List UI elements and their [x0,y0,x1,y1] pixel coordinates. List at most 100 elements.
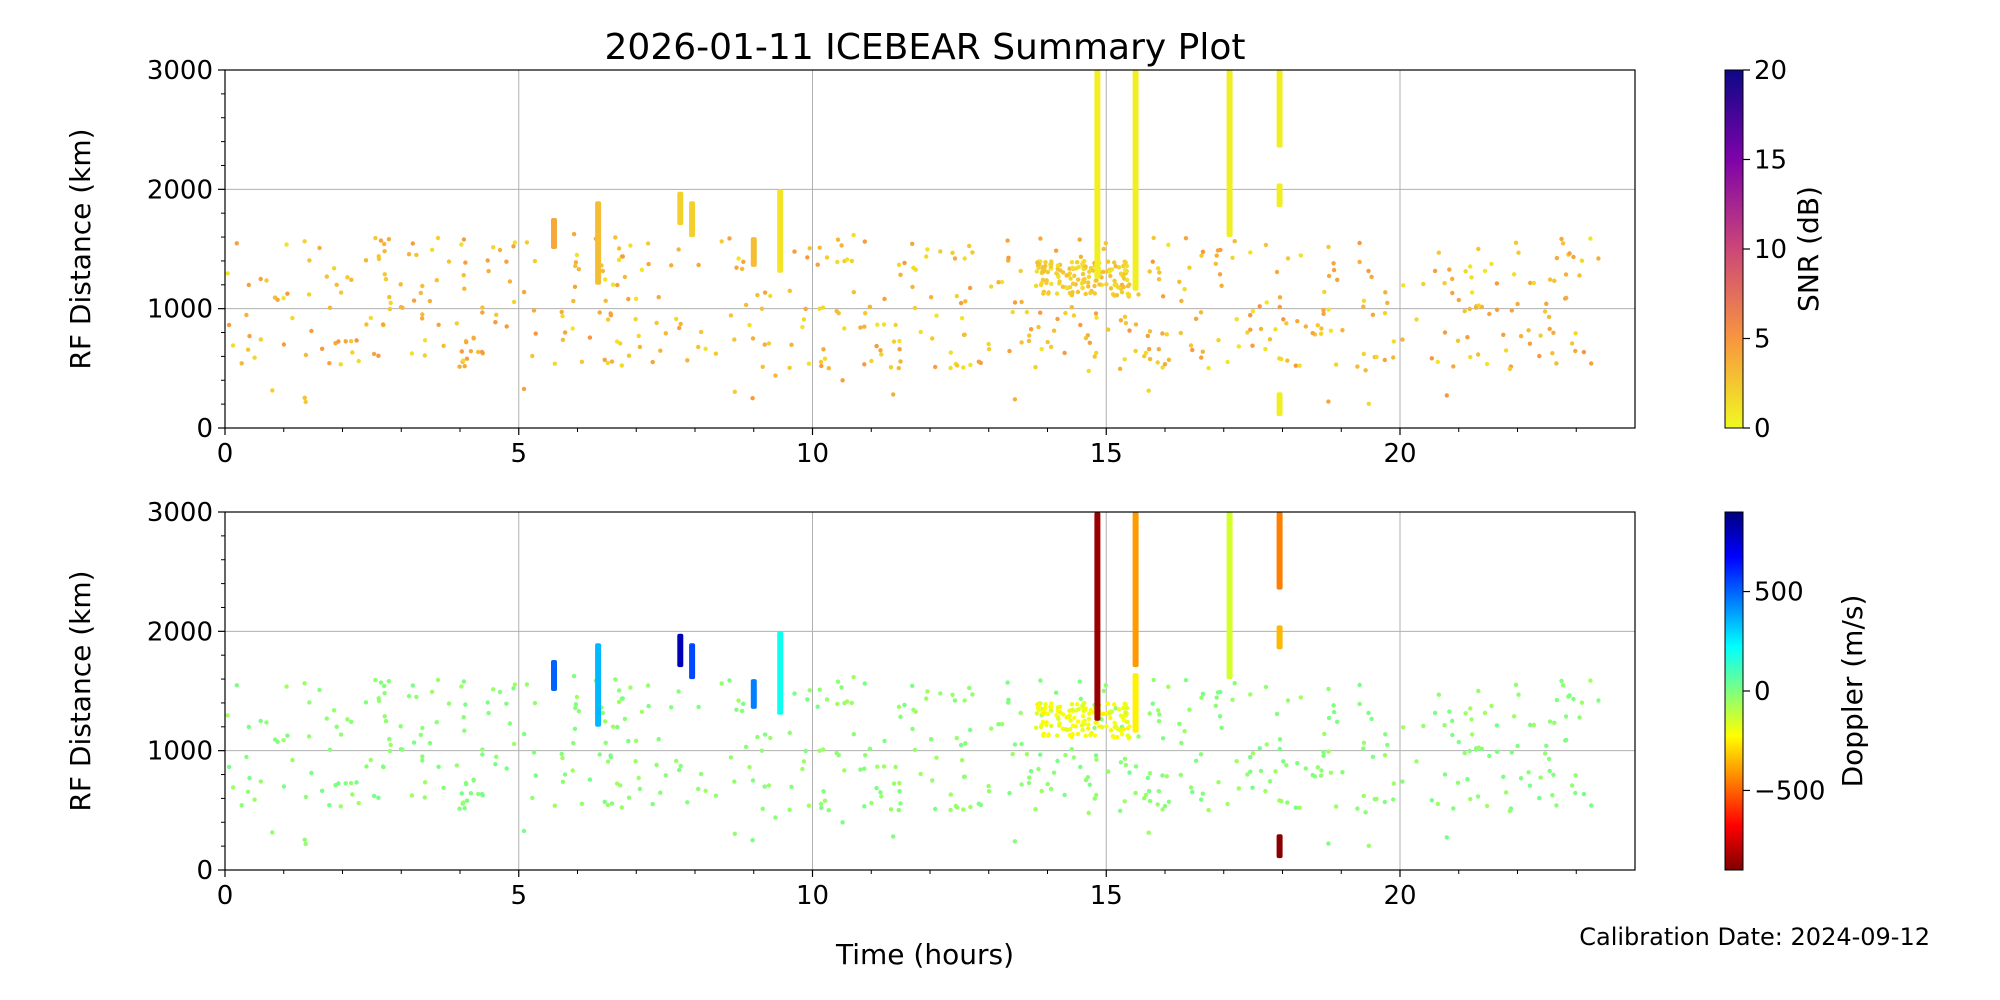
scatter-point [258,718,263,724]
scatter-point [1026,780,1032,786]
scatter-point [999,721,1005,727]
scatter-point [334,724,339,729]
scatter-point [822,356,828,361]
scatter-point [1469,732,1475,737]
scatter-point [1298,695,1304,700]
scatter-point [1012,397,1018,402]
scatter-point [410,683,415,688]
scatter-point [464,798,470,803]
scatter-point [1326,686,1331,692]
scatter-point [1277,356,1282,361]
scatter-point [792,691,797,696]
scatter-point [1322,731,1327,737]
scatter-point [1489,261,1494,267]
scatter-point [1456,297,1462,303]
scatter-point [1097,282,1102,287]
scatter-point [1200,349,1206,354]
scatter-point [1033,725,1039,730]
scatter-point [1067,271,1073,276]
scatter-point [422,338,428,343]
scatter-point [317,687,322,693]
x-tick-label: 0 [217,881,234,911]
scatter-point [835,237,841,242]
scatter-point [1118,318,1124,323]
scatter-point [573,260,579,265]
scatter-point [1155,266,1161,271]
scatter-point [610,724,616,729]
scatter-point [898,359,903,364]
scatter-point [1064,273,1069,278]
scatter-point [741,701,746,706]
scatter-point [633,296,639,301]
scatter-point [815,704,820,709]
scatter-point [600,710,605,716]
scatter-point [1509,750,1515,755]
scatter-point [597,310,602,315]
scatter-point [626,353,632,358]
scatter-point [967,685,972,691]
scatter-point [948,365,953,371]
scatter-point [239,361,244,366]
scatter-point [571,298,576,304]
scatter-point [350,792,355,797]
scatter-point [1264,742,1269,747]
scatter-point [354,338,359,343]
scatter-point [1092,283,1097,289]
scatter-point [1086,716,1092,721]
scatter-point [559,309,564,315]
colorbar-tick-label: 0 [1754,677,1771,707]
scatter-point [1542,309,1548,314]
scatter-point [1105,259,1111,264]
scatter-point [1581,349,1587,355]
scatter-point [609,359,615,364]
scatter-point [1094,315,1099,320]
scatter-point [1236,786,1242,791]
scatter-point [1357,259,1362,265]
scatter-point [1363,368,1368,373]
scatter-point [1080,703,1085,709]
scatter-point [1310,330,1315,336]
scatter-point [245,789,251,794]
scatter-point [1303,324,1309,329]
scatter-point [1581,791,1587,797]
scatter-point [1538,775,1543,780]
scatter-point [713,351,719,356]
scatter-point [898,801,903,806]
echo-track [1226,512,1233,680]
scatter-point [849,258,854,264]
scatter-point [1125,719,1130,725]
scatter-point [1263,346,1268,352]
scatter-point [801,759,807,764]
scatter-point [1078,322,1083,328]
scatter-point [818,359,824,365]
scatter-point [457,806,462,811]
scatter-point [1123,268,1128,274]
scatter-point [1036,707,1041,712]
scatter-point [303,352,309,358]
scatter-point [524,682,530,687]
scatter-point [1121,284,1126,290]
scatter-point [1067,285,1073,290]
scatter-point [698,771,704,777]
scatter-point [912,305,918,311]
scatter-point [1127,724,1132,729]
scatter-point [1321,750,1326,755]
scatter-point [1455,780,1461,785]
scatter-point [284,684,289,689]
scatter-point [1104,724,1109,729]
plot-frame [224,69,1636,429]
scatter-point [614,339,620,344]
scatter-point [819,805,824,811]
scatter-point [898,272,903,277]
scatter-point [1216,338,1221,343]
scatter-point [1074,260,1080,265]
scatter-point [1156,719,1162,724]
scatter-point [1155,708,1161,713]
colorbar-tick-label: −500 [1754,776,1825,806]
scatter-point [996,280,1001,285]
echo-track [689,643,696,680]
scatter-point [1538,333,1543,338]
scatter-point [858,767,863,772]
colorbar-label: Doppler (m/s) [1836,595,1869,788]
scatter-point [609,801,615,806]
